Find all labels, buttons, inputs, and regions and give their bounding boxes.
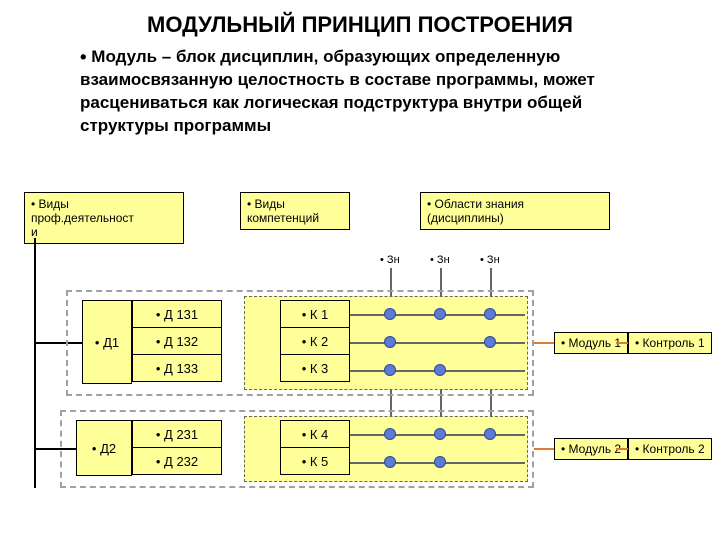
intro-text: Модуль – блок дисциплин, образующих опре… bbox=[80, 47, 595, 135]
page-title: МОДУЛЬНЫЙ ПРИНЦИП ПОСТРОЕНИЯ bbox=[0, 12, 720, 38]
txt: Д 133 bbox=[164, 361, 198, 376]
cell: • К 5 bbox=[280, 447, 350, 475]
conn2a bbox=[534, 448, 554, 450]
node bbox=[434, 308, 446, 320]
zn-1: Зн bbox=[430, 254, 450, 266]
cell: • Д 132 bbox=[132, 327, 222, 355]
zn-0: Зн bbox=[380, 254, 400, 266]
txt: Д 231 bbox=[164, 427, 198, 442]
d1-disc-stack: • Д 131 • Д 132 • Д 133 bbox=[132, 300, 222, 382]
cell: • К 3 bbox=[280, 354, 350, 382]
txt: Д2 bbox=[100, 441, 116, 456]
txt: и bbox=[31, 225, 177, 239]
txt: К 2 bbox=[310, 334, 328, 349]
node bbox=[434, 364, 446, 376]
d1-comp-stack: • К 1 • К 2 • К 3 bbox=[280, 300, 350, 382]
intro-bullet: • Модуль – блок дисциплин, образующих оп… bbox=[80, 44, 670, 138]
txt: Д 132 bbox=[164, 334, 198, 349]
txt: К 1 bbox=[310, 307, 328, 322]
zn-2: Зн bbox=[480, 254, 500, 266]
node bbox=[384, 428, 396, 440]
cell: • К 4 bbox=[280, 420, 350, 448]
cell: • К 2 bbox=[280, 327, 350, 355]
d2-box: • Д2 bbox=[76, 420, 132, 476]
label-vidy-komp: Виды компетенций bbox=[240, 192, 350, 230]
d2-comp-stack: • К 4 • К 5 bbox=[280, 420, 350, 475]
cell: • Д 231 bbox=[132, 420, 222, 448]
conn2b bbox=[616, 448, 628, 450]
cell: • Д 232 bbox=[132, 447, 222, 475]
node bbox=[434, 428, 446, 440]
cell: • Д 131 bbox=[132, 300, 222, 328]
txt: Д 232 bbox=[164, 454, 198, 469]
txt: Д1 bbox=[103, 335, 119, 350]
node bbox=[384, 336, 396, 348]
conn1b bbox=[616, 342, 628, 344]
txt: компетенций bbox=[247, 211, 343, 225]
cell: • Д 133 bbox=[132, 354, 222, 382]
txt: К 4 bbox=[310, 427, 328, 442]
control1-tag: Контроль 1 bbox=[628, 332, 712, 354]
label-vidy-prof: Виды проф.деятельност и bbox=[24, 192, 184, 244]
node bbox=[484, 308, 496, 320]
gh bbox=[350, 342, 525, 344]
node bbox=[434, 456, 446, 468]
node bbox=[484, 336, 496, 348]
node bbox=[384, 364, 396, 376]
cell: • К 1 bbox=[280, 300, 350, 328]
txt: Виды bbox=[247, 197, 343, 211]
node bbox=[384, 456, 396, 468]
txt: Виды bbox=[31, 197, 177, 211]
d1-box: • Д1 bbox=[82, 300, 132, 384]
txt: К 3 bbox=[310, 361, 328, 376]
node bbox=[384, 308, 396, 320]
txt: проф.деятельност bbox=[31, 211, 177, 225]
label-oblasti: Области знания (дисциплины) bbox=[420, 192, 610, 230]
txt: К 5 bbox=[310, 454, 328, 469]
conn1a bbox=[534, 342, 554, 344]
control2-tag: Контроль 2 bbox=[628, 438, 712, 460]
txt: Д 131 bbox=[164, 307, 198, 322]
txt: Области знания (дисциплины) bbox=[427, 197, 603, 225]
node bbox=[484, 428, 496, 440]
axis-v bbox=[34, 238, 36, 488]
d2-disc-stack: • Д 231 • Д 232 bbox=[132, 420, 222, 475]
